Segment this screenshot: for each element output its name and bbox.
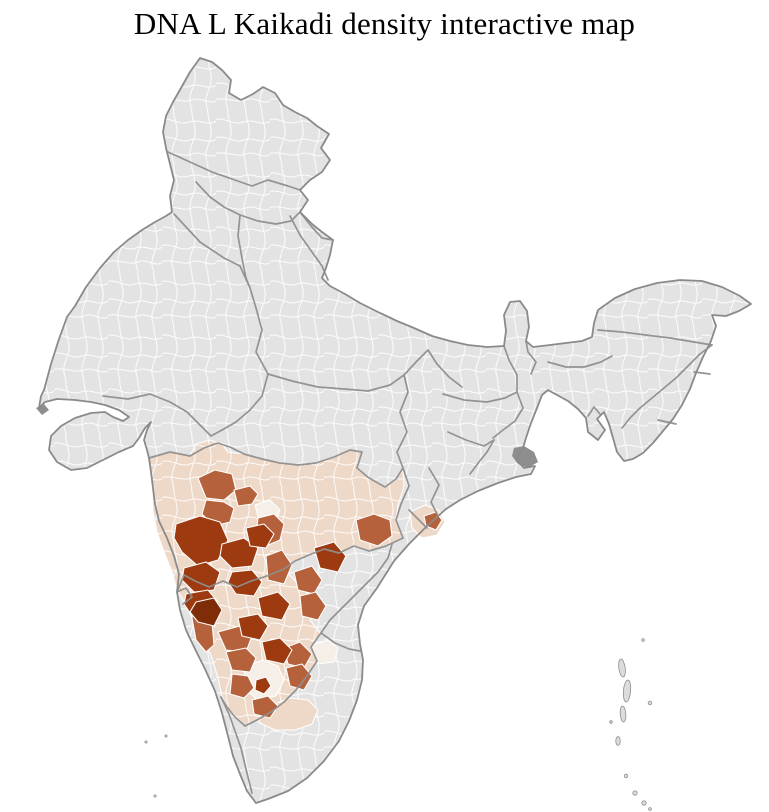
lakshadweep-islands[interactable] xyxy=(144,734,168,798)
island-dot[interactable] xyxy=(164,734,168,738)
district-med-12[interactable] xyxy=(229,673,255,699)
nicobar-island-1[interactable] xyxy=(623,773,629,779)
district-med-8[interactable] xyxy=(293,565,323,595)
island-dot[interactable] xyxy=(641,638,645,642)
district-high-4[interactable] xyxy=(245,523,275,549)
andaman-nicobar-islands[interactable] xyxy=(609,638,653,811)
district-high-urban[interactable] xyxy=(254,676,272,695)
nicobar-island-4[interactable] xyxy=(648,807,652,811)
island-dot[interactable] xyxy=(609,720,613,724)
district-med-9[interactable] xyxy=(299,591,327,621)
district-med-5[interactable] xyxy=(355,513,393,547)
district-high-1[interactable] xyxy=(173,515,229,567)
district-high-9[interactable] xyxy=(261,637,293,665)
island-dot[interactable] xyxy=(153,794,157,798)
nicobar-island-2[interactable] xyxy=(632,790,638,796)
andaman-island-2[interactable] xyxy=(622,679,632,703)
district-med-3[interactable] xyxy=(233,485,259,507)
district-med-15[interactable] xyxy=(285,663,313,691)
district-high-8[interactable] xyxy=(237,613,269,641)
andaman-island-1[interactable] xyxy=(618,658,627,678)
state-borders xyxy=(102,151,713,794)
page-title: DNA L Kaikadi density interactive map xyxy=(133,6,636,41)
district-high-3[interactable] xyxy=(219,537,259,569)
andaman-island-3[interactable] xyxy=(619,705,627,723)
island-chains[interactable] xyxy=(144,638,653,811)
district-boundaries-texture xyxy=(39,58,751,803)
island-dot[interactable] xyxy=(647,700,653,706)
island-dot[interactable] xyxy=(144,740,148,744)
nicobar-island-3[interactable] xyxy=(641,800,647,806)
district-veryhigh-core[interactable] xyxy=(189,597,223,627)
india-outline xyxy=(38,57,752,804)
district-med-11[interactable] xyxy=(225,647,257,673)
andaman-island-4[interactable] xyxy=(615,736,621,746)
district-high-7[interactable] xyxy=(257,591,291,621)
